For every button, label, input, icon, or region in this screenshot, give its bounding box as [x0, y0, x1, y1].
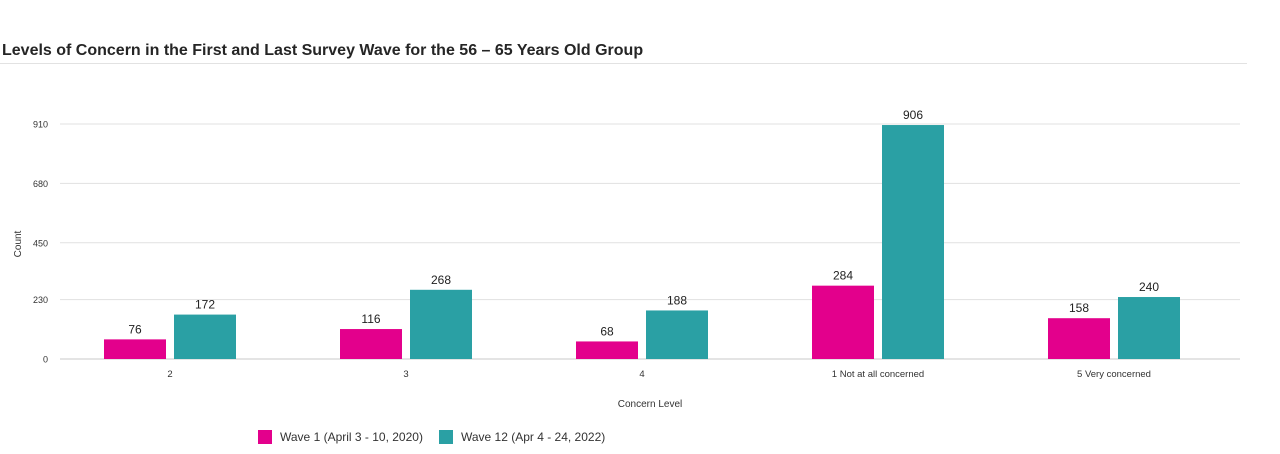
data-label: 188 — [667, 293, 687, 307]
title-divider — [0, 63, 1247, 64]
data-label: 68 — [600, 324, 614, 338]
bar[interactable] — [104, 339, 166, 359]
y-tick-label: 0 — [43, 355, 48, 365]
legend-swatch-wave1 — [258, 430, 272, 444]
bar[interactable] — [812, 285, 874, 359]
x-axis-label: Concern Level — [618, 399, 682, 410]
x-tick-label: 2 — [167, 369, 172, 380]
bar[interactable] — [340, 329, 402, 359]
y-tick-label: 230 — [33, 295, 48, 305]
legend: Wave 1 (April 3 - 10, 2020) Wave 12 (Apr… — [258, 430, 621, 444]
y-tick-label: 450 — [33, 238, 48, 248]
bar-chart: 0 230 450 680 910 76 172 116 268 68 188 284 906 158 2… — [13, 108, 1240, 410]
legend-item-wave12[interactable]: Wave 12 (Apr 4 - 24, 2022) — [438, 430, 606, 444]
bar[interactable] — [1118, 297, 1180, 359]
y-tick-label: 680 — [33, 179, 48, 189]
legend-item-wave1[interactable]: Wave 1 (April 3 - 10, 2020) — [258, 430, 423, 444]
bar[interactable] — [410, 289, 472, 359]
x-tick-label: 5 Very concerned — [1077, 369, 1151, 380]
y-axis-label: Count — [13, 230, 24, 257]
y-tick-labels: 0 230 450 680 910 — [33, 120, 48, 365]
data-label: 172 — [195, 298, 215, 312]
data-label: 906 — [903, 108, 923, 122]
legend-label-wave12: Wave 12 (Apr 4 - 24, 2022) — [460, 430, 606, 444]
x-tick-label: 3 — [403, 369, 408, 380]
data-label: 240 — [1139, 280, 1159, 294]
data-label: 116 — [361, 312, 380, 326]
legend-swatch-wave12 — [438, 430, 453, 444]
bar[interactable] — [646, 310, 708, 359]
bar[interactable] — [882, 125, 944, 360]
data-label: 268 — [431, 273, 451, 287]
x-tick-label: 4 — [639, 369, 644, 380]
legend-label-wave1: Wave 1 (April 3 - 10, 2020) — [280, 430, 423, 444]
data-label: 76 — [128, 322, 142, 336]
y-tick-label: 910 — [33, 120, 48, 130]
bars — [104, 125, 1180, 360]
data-label: 284 — [833, 269, 853, 283]
bar[interactable] — [576, 341, 638, 359]
bar[interactable] — [174, 314, 236, 359]
bar[interactable] — [1048, 318, 1110, 359]
chart-title: Levels of Concern in the First and Last … — [2, 42, 644, 59]
x-tick-labels: 2 3 4 1 Not at all concerned 5 Very concerne… — [167, 369, 1151, 380]
data-label: 158 — [1069, 301, 1089, 315]
x-tick-label: 1 Not at all concerned — [832, 369, 924, 380]
data-labels: 76 172 116 268 68 188 284 906 158 240 — [128, 108, 1159, 338]
